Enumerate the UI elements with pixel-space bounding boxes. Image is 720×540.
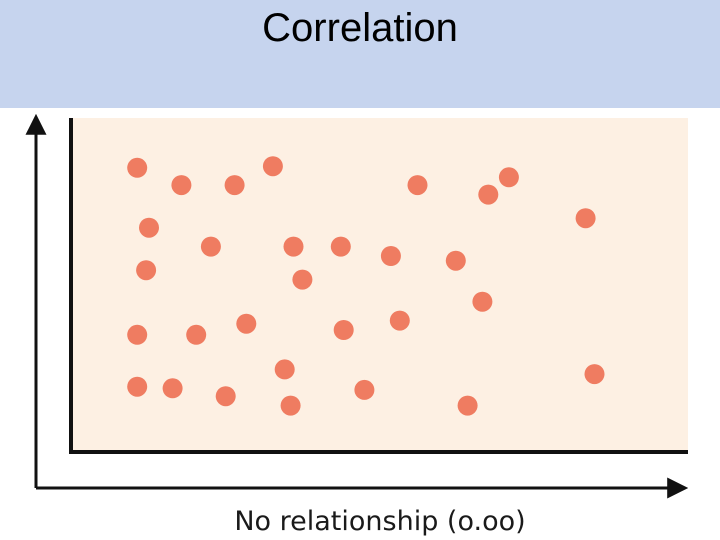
data-point <box>127 324 148 345</box>
data-point <box>407 175 428 196</box>
data-point <box>127 376 148 397</box>
data-point <box>215 386 236 407</box>
slide-title: Correlation <box>262 6 458 50</box>
data-point <box>262 156 283 177</box>
data-point <box>139 217 159 238</box>
data-point <box>236 313 257 334</box>
data-point <box>200 236 221 257</box>
data-point <box>584 364 605 385</box>
data-point <box>389 310 410 331</box>
data-point <box>478 184 499 205</box>
data-point <box>330 236 351 257</box>
data-point <box>445 250 466 271</box>
data-point <box>380 246 401 266</box>
data-point <box>472 291 493 312</box>
data-point <box>224 175 245 196</box>
data-point <box>283 236 304 257</box>
data-point <box>333 320 354 340</box>
data-point <box>171 175 192 196</box>
data-point <box>292 269 313 290</box>
data-point <box>186 324 207 345</box>
data-point <box>162 378 183 399</box>
data-point <box>575 208 596 229</box>
data-point <box>457 395 478 416</box>
chart-caption: No relationship (o.oo) <box>234 506 525 537</box>
data-point <box>354 379 375 400</box>
data-point <box>280 395 301 416</box>
data-point <box>274 359 295 380</box>
data-points <box>127 156 605 416</box>
data-point <box>498 167 519 188</box>
plot-area <box>71 118 688 452</box>
data-point <box>127 157 148 178</box>
data-point <box>136 260 157 281</box>
title-bar: Correlation <box>0 0 720 108</box>
